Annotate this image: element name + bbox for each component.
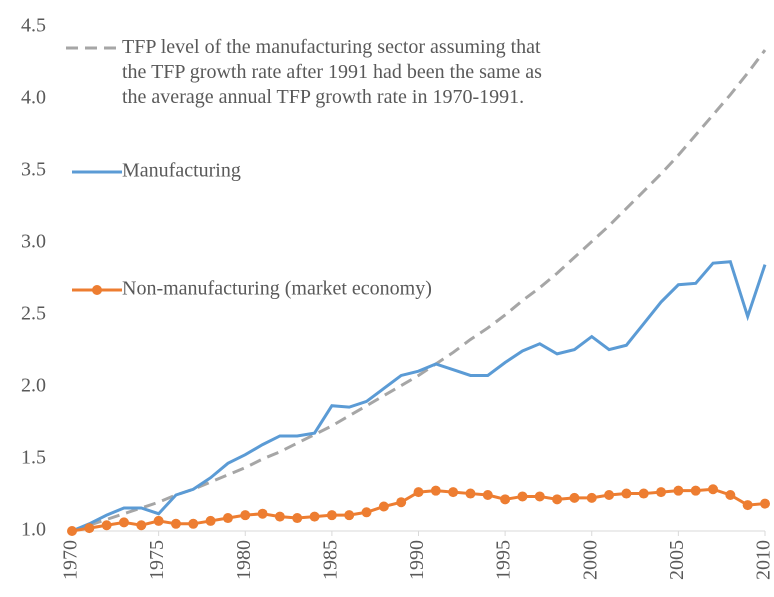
point <box>517 491 528 502</box>
point <box>84 523 95 534</box>
point <box>500 494 511 505</box>
point <box>240 510 251 521</box>
legend-marker <box>92 285 102 295</box>
point <box>326 510 337 521</box>
point <box>604 490 615 500</box>
point <box>638 488 649 499</box>
point <box>396 497 407 508</box>
point <box>67 526 77 536</box>
point <box>760 498 770 509</box>
point <box>378 501 389 512</box>
point <box>430 485 441 496</box>
point <box>552 494 563 505</box>
y-tick-label: 3.0 <box>21 231 46 253</box>
y-tick-label: 1.0 <box>21 519 46 541</box>
series-line <box>71 260 767 533</box>
x-tick-label: 1995 <box>493 540 515 580</box>
x-tick-label: 1975 <box>146 540 168 580</box>
y-tick-label: 4.0 <box>21 87 46 109</box>
point <box>465 488 476 499</box>
point <box>482 490 493 500</box>
point <box>118 517 129 528</box>
point <box>569 492 580 503</box>
point <box>292 513 303 524</box>
y-tick-label: 2.0 <box>21 375 46 397</box>
point <box>413 487 424 498</box>
point <box>136 520 147 531</box>
point <box>673 485 684 496</box>
y-tick-label: 1.5 <box>21 447 46 469</box>
point <box>725 490 736 500</box>
point <box>222 513 233 524</box>
point <box>742 500 753 511</box>
point <box>188 518 199 529</box>
point <box>586 492 597 503</box>
y-tick-label: 2.5 <box>21 303 46 325</box>
point <box>534 491 545 502</box>
x-tick-label: 1970 <box>60 540 82 580</box>
point <box>656 487 667 498</box>
point <box>690 485 701 496</box>
x-tick-label: 2010 <box>753 540 774 580</box>
point <box>170 518 181 529</box>
point <box>361 507 372 518</box>
y-tick-label: 4.5 <box>21 15 46 37</box>
legend-label: TFP level of the manufacturing sector as… <box>122 36 542 108</box>
point <box>621 488 632 499</box>
point <box>274 511 285 522</box>
point <box>708 484 719 495</box>
x-tick-label: 2000 <box>579 540 601 580</box>
legend-label: Non-manufacturing (market economy) <box>122 278 432 300</box>
point <box>344 510 355 521</box>
point <box>257 508 268 519</box>
y-tick-label: 3.5 <box>21 159 46 181</box>
point <box>309 511 320 522</box>
x-tick-label: 2005 <box>666 540 688 580</box>
point <box>205 515 216 526</box>
point <box>448 487 459 498</box>
legend-label: Manufacturing <box>122 160 241 182</box>
x-tick-label: 1985 <box>319 540 341 580</box>
point <box>153 515 164 526</box>
x-tick-label: 1980 <box>233 540 255 580</box>
point <box>101 520 112 531</box>
x-tick-label: 1990 <box>406 540 428 580</box>
